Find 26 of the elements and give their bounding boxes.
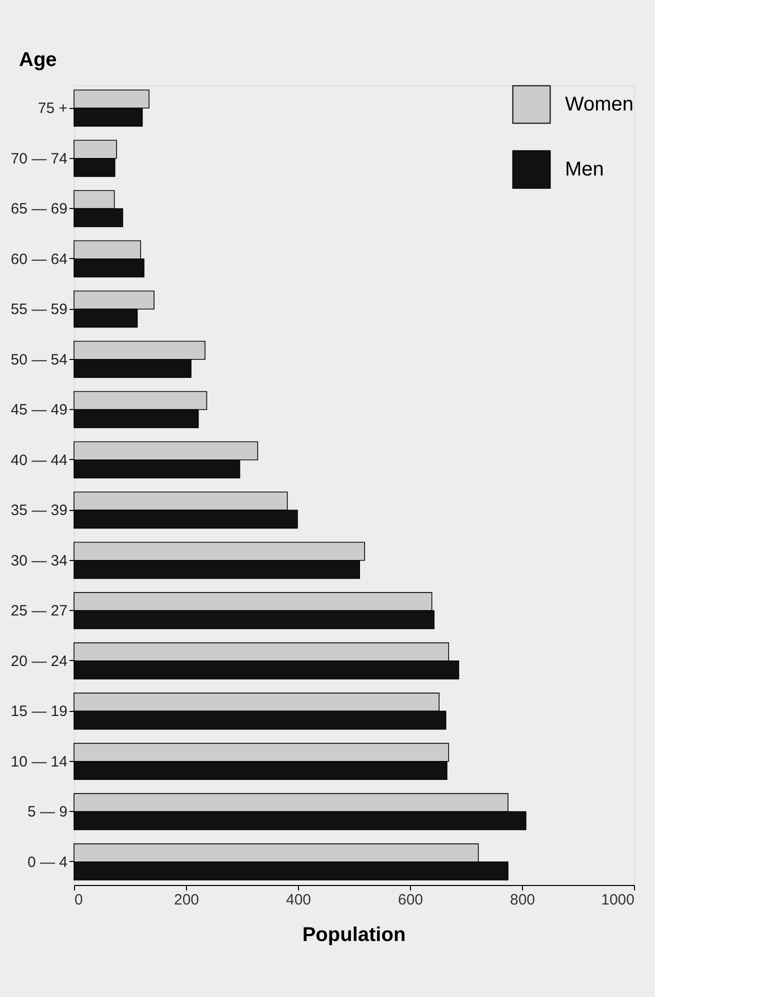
y-tick-label: 20 — 24 — [10, 652, 68, 670]
y-tick-label: 65 — 69 — [10, 200, 68, 218]
legend-label: Men — [565, 158, 604, 180]
y-tick-label: 30 — 34 — [10, 552, 68, 570]
y-tick-label: 10 — 14 — [10, 753, 68, 770]
y-tick-label: 75 + — [38, 100, 68, 118]
x-tick-label: 400 — [286, 892, 312, 908]
y-tick-label: 35 — 39 — [10, 502, 68, 520]
y-tick-label: 15 — 19 — [10, 703, 68, 720]
y-tick-label: 0 — 4 — [27, 854, 68, 871]
x-tick-label: 200 — [174, 892, 200, 908]
y-tick-label: 5 — 9 — [27, 804, 68, 821]
legend-label: Women — [565, 94, 634, 116]
x-axis-title: Population — [302, 924, 406, 946]
x-tick-label: 0 — [74, 892, 83, 908]
x-tick-label: 1000 — [601, 892, 634, 908]
y-axis-title: Age — [19, 49, 57, 71]
y-tick-label: 55 — 59 — [10, 301, 68, 318]
y-tick-label: 50 — 54 — [10, 351, 68, 368]
x-tick-label: 800 — [510, 892, 536, 908]
y-tick-label: 40 — 44 — [10, 452, 68, 469]
y-tick-label: 45 — 49 — [10, 402, 68, 419]
y-tick-label: 25 — 27 — [10, 602, 68, 620]
x-tick-label: 600 — [398, 892, 424, 908]
y-tick-label: 60 — 64 — [10, 250, 68, 268]
y-tick-label: 70 — 74 — [10, 150, 68, 168]
